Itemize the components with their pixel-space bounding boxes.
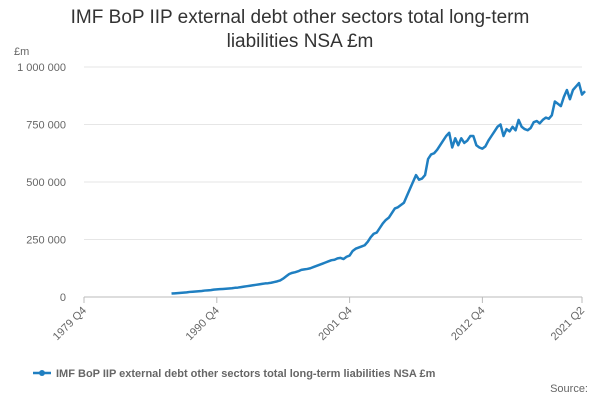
- data-line: [171, 81, 586, 295]
- x-tick-label: 2001 Q4: [316, 305, 354, 343]
- x-tick-label: 2021 Q2: [549, 305, 587, 343]
- legend-marker: [39, 370, 45, 376]
- source: Source:: [550, 383, 588, 395]
- chart-title: IMF BoP IIP external debt other sectors …: [70, 7, 530, 52]
- y-tick-label: 1 000 000: [17, 62, 66, 74]
- y-tick-label: 0: [60, 292, 66, 304]
- x-tick-label: 2012 Q4: [449, 305, 487, 343]
- y-tick-label: 250 000: [26, 235, 66, 247]
- y-tick-label: 500 000: [26, 177, 66, 189]
- y-tick-label: 750 000: [26, 120, 66, 132]
- x-tick-label: 1979 Q4: [51, 305, 89, 343]
- y-axis-label: £m: [14, 46, 29, 58]
- legend-label: IMF BoP IIP external debt other sectors …: [56, 368, 436, 380]
- x-tick-label: 1990 Q4: [184, 305, 222, 343]
